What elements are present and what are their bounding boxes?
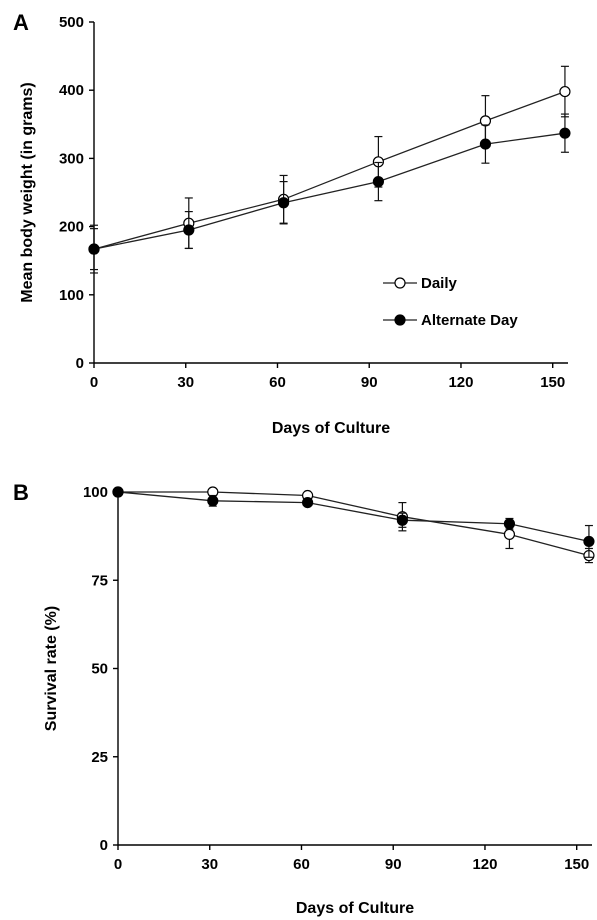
series-line-daily xyxy=(118,491,590,557)
data-point-daily xyxy=(503,528,516,540)
data-point-alternate-day xyxy=(479,138,492,150)
data-point-alternate-day xyxy=(207,495,219,507)
series-line-alternate-day xyxy=(117,491,590,543)
y-tick-label: 100 xyxy=(59,287,84,304)
legend-label-alternate-day: Alternate Day xyxy=(421,312,518,329)
y-tick-label: 300 xyxy=(59,150,84,167)
x-tick-label: 120 xyxy=(448,374,473,391)
x-tick-label: 0 xyxy=(114,856,122,873)
series-line-daily xyxy=(93,90,566,250)
x-tick-label: 30 xyxy=(177,374,194,391)
data-point-alternate-day xyxy=(112,486,124,498)
series-line-alternate-day xyxy=(93,132,565,250)
x-tick-label: 150 xyxy=(540,374,565,391)
x-tick-label: 90 xyxy=(385,856,402,873)
data-point-alternate-day xyxy=(559,127,571,139)
x-tick-label: 60 xyxy=(269,374,286,391)
y-tick-label: 0 xyxy=(100,837,108,854)
panel-label: B xyxy=(13,480,29,505)
data-point-alternate-day xyxy=(278,197,290,209)
legend-label-daily: Daily xyxy=(421,275,458,292)
y-tick-label: 100 xyxy=(83,484,108,501)
data-point-alternate-day xyxy=(88,243,100,255)
x-tick-label: 0 xyxy=(90,374,98,391)
legend-marker-alternate-day xyxy=(394,314,406,326)
data-point-alternate-day xyxy=(396,514,408,526)
x-tick-label: 90 xyxy=(361,374,378,391)
x-tick-label: 30 xyxy=(201,856,218,873)
data-point-alternate-day xyxy=(372,175,384,188)
y-tick-label: 500 xyxy=(59,14,84,31)
panel-label: A xyxy=(13,10,29,35)
chart-panel-b: B 0 25 50 75 100 0 30 60 90 120 150 Survival rate (%… xyxy=(13,480,595,917)
chart-panel-a: A 0 100 200 300 400 500 0 30 60 90 120 150 Mean body … xyxy=(13,10,571,437)
x-axis-title: Days of Culture xyxy=(272,420,390,437)
data-point-alternate-day xyxy=(583,535,595,548)
y-tick-label: 200 xyxy=(59,219,84,236)
x-tick-label: 60 xyxy=(293,856,310,873)
y-axis-title: Survival rate (%) xyxy=(43,606,60,731)
data-point-alternate-day xyxy=(183,224,195,236)
x-tick-label: 120 xyxy=(472,856,497,873)
y-tick-label: 50 xyxy=(91,661,108,678)
y-tick-label: 400 xyxy=(59,82,84,99)
x-tick-label: 150 xyxy=(564,856,589,873)
y-tick-label: 25 xyxy=(91,749,108,766)
y-axis-title: Mean body weight (in grams) xyxy=(19,82,36,302)
y-tick-label: 75 xyxy=(91,572,108,589)
data-point-alternate-day xyxy=(503,518,516,530)
data-point-alternate-day xyxy=(302,496,314,509)
x-axis-title: Days of Culture xyxy=(296,900,414,917)
legend-marker-daily xyxy=(394,277,406,289)
data-point-daily xyxy=(559,85,571,98)
y-tick-label: 0 xyxy=(76,355,84,372)
